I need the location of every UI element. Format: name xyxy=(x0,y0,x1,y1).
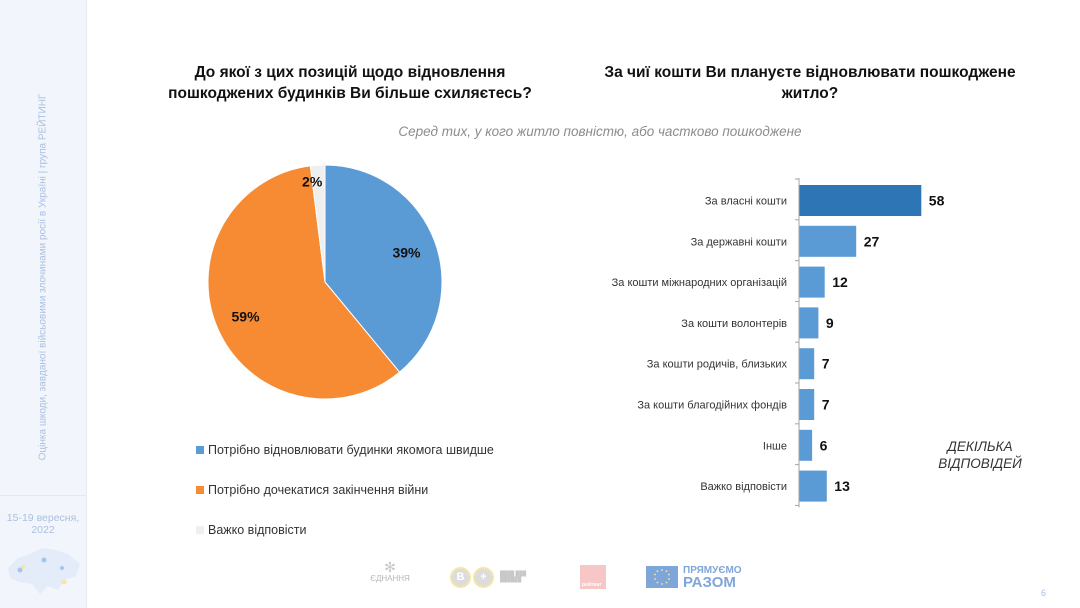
bar-category-label: За кошти волонтерів xyxy=(681,318,787,330)
multiple-answers-note: ДЕКІЛЬКА ВІДПОВІДЕЙ xyxy=(938,439,1022,471)
bar xyxy=(799,266,825,298)
legend-swatch-icon xyxy=(196,446,204,454)
bar xyxy=(799,429,813,461)
bar-category-label: За кошти родичів, близьких xyxy=(647,359,788,371)
bar xyxy=(799,185,922,216)
legend-label: Потрібно відновлювати будинки якомога шв… xyxy=(208,443,494,457)
survey-date-line2: 2022 xyxy=(31,524,55,536)
pie-slice-label: 2% xyxy=(302,173,323,189)
eu-logo-line2: РАЗОМ xyxy=(683,574,736,591)
legend-item: Потрібно дочекатися закінчення війни xyxy=(196,470,494,510)
legend-item: Важко відповісти xyxy=(196,510,494,550)
bar-value-label: 12 xyxy=(832,274,848,290)
bar xyxy=(799,470,827,502)
sidebar: Оцінка шкоди, завданої війсьовими злочин… xyxy=(0,0,87,608)
legend-swatch-icon xyxy=(196,486,204,494)
bar-value-label: 58 xyxy=(929,193,945,209)
bar-value-label: 7 xyxy=(822,397,830,413)
pie-slice xyxy=(309,164,326,283)
rating-logo-text: рейтинг xyxy=(582,582,602,588)
subtitle: Серед тих, у кого житло повністю, або ча… xyxy=(398,124,802,139)
pie-legend: Потрібно відновлювати будинки якомога шв… xyxy=(196,430,494,550)
legend-label: Важко відповісти xyxy=(208,523,307,537)
bar xyxy=(799,307,819,339)
ukraine-map-icon xyxy=(8,548,80,594)
sidebar-divider xyxy=(0,495,86,496)
pie-slice-label: 39% xyxy=(392,245,421,261)
bar-value-label: 9 xyxy=(826,315,834,331)
rating-logo: рейтинг xyxy=(580,565,606,589)
bar xyxy=(799,225,857,257)
partner-logos: ✻ ЄДНАННЯ B + ████ ███ ██████ рейтинг ПРЯ… xyxy=(370,559,742,594)
pie-chart-title: До якої з цих позицій щодо відновлення п… xyxy=(168,64,532,102)
vplus-logo: B + ████ ███ ██████ xyxy=(450,566,540,588)
eu-logo: ПРЯМУЄМО РАЗОМ xyxy=(646,565,742,591)
bar xyxy=(799,348,815,380)
bar-category-label: Важко відповісти xyxy=(700,481,787,493)
bar-category-label: Інше xyxy=(763,440,787,452)
bar-value-label: 7 xyxy=(822,356,830,372)
bar-value-label: 6 xyxy=(820,437,828,453)
bar xyxy=(799,389,815,420)
eu-flag-icon xyxy=(646,566,678,588)
bar-category-label: За державні кошти xyxy=(691,236,787,248)
ednannia-logo: ✻ ЄДНАННЯ xyxy=(370,559,410,583)
survey-date: 15-19 вересня, 2022 xyxy=(0,512,86,536)
legend-item: Потрібно відновлювати будинки якомога шв… xyxy=(196,430,494,470)
legend-label: Потрібно дочекатися закінчення війни xyxy=(208,483,429,497)
pie-slice xyxy=(324,164,443,373)
sidebar-caption: Оцінка шкоди, завданої війсьовими злочин… xyxy=(37,93,49,461)
ednannia-logo-text: ЄДНАННЯ xyxy=(370,574,410,583)
bar-value-label: 13 xyxy=(834,478,850,494)
pie-slice-label: 59% xyxy=(232,308,261,324)
pie-chart: 39% 59% 2% xyxy=(207,164,443,400)
bar-chart: За власні кошти 58 За державні кошти 27 За к… xyxy=(612,178,945,508)
eu-logo-line1: ПРЯМУЄМО xyxy=(683,565,742,576)
bar-category-label: За кошти благодійних фондів xyxy=(637,400,787,412)
page-number: 6 xyxy=(1040,588,1046,598)
legend-swatch-icon xyxy=(196,526,204,534)
bar-chart-title: За чиї кошти Ви плануєте відновлювати по… xyxy=(604,64,1016,102)
bar-category-label: За власні кошти xyxy=(705,196,787,208)
pie-slice xyxy=(207,165,401,400)
survey-date-line1: 15-19 вересня, xyxy=(6,512,80,524)
bar-category-label: За кошти міжнародних організацій xyxy=(612,277,787,289)
bar-value-label: 27 xyxy=(864,233,880,249)
